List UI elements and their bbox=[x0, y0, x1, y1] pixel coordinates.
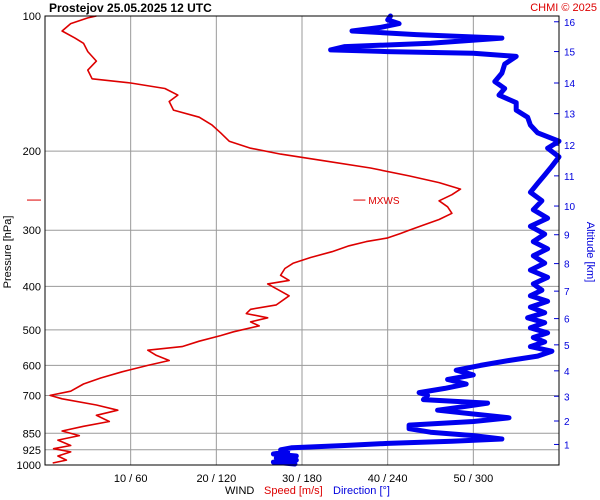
y-axis-label: Pressure [hPa] bbox=[2, 216, 14, 289]
altitude-tick-label: 3 bbox=[564, 392, 570, 403]
pressure-tick-label: 700 bbox=[23, 390, 41, 402]
altitude-tick-label: 1 bbox=[564, 440, 570, 451]
speed-series-line bbox=[49, 15, 462, 464]
x-axis-label-direction: Direction [°] bbox=[333, 485, 390, 497]
altitude-tick-label: 5 bbox=[564, 341, 570, 352]
pressure-tick-label: 925 bbox=[23, 445, 41, 457]
altitude-tick-label: 8 bbox=[564, 260, 570, 271]
altitude-tick-label: 14 bbox=[564, 79, 576, 90]
pressure-tick-label: 500 bbox=[23, 325, 41, 337]
pressure-tick-label: 1000 bbox=[17, 460, 41, 472]
x-tick-label: 40 / 240 bbox=[368, 473, 408, 485]
x-axis-label-wind: WIND bbox=[225, 485, 254, 497]
chart-title: Prostejov 25.05.2025 12 UTC bbox=[49, 1, 212, 15]
altitude-axis-label: Altitude [km] bbox=[584, 222, 596, 283]
plot-frame bbox=[44, 15, 560, 466]
altitude-tick-label: 12 bbox=[564, 141, 576, 152]
altitude-tick-label: 10 bbox=[564, 202, 576, 213]
x-tick-label: 10 / 60 bbox=[114, 473, 148, 485]
altitude-tick-label: 7 bbox=[564, 287, 570, 298]
pressure-tick-label: 400 bbox=[23, 281, 41, 293]
pressure-tick-label: 850 bbox=[23, 428, 41, 440]
altitude-tick-label: 15 bbox=[564, 48, 576, 59]
altitude-tick-label: 16 bbox=[564, 18, 576, 29]
pressure-tick-label: 600 bbox=[23, 360, 41, 372]
direction-series-line bbox=[270, 13, 562, 467]
altitude-tick-label: 11 bbox=[564, 172, 575, 183]
altitude-tick-label: 9 bbox=[564, 231, 570, 242]
mxws-label: MXWS bbox=[368, 196, 399, 207]
credit-label: CHMI © 2025 bbox=[530, 2, 597, 14]
altitude-tick-label: 2 bbox=[564, 417, 570, 428]
pressure-tick-label: 300 bbox=[23, 225, 41, 237]
x-tick-label: 30 / 180 bbox=[282, 473, 322, 485]
series-layer bbox=[49, 13, 562, 467]
x-axis-label-speed: Speed [m/s] bbox=[264, 485, 323, 497]
x-tick-label: 20 / 120 bbox=[196, 473, 236, 485]
pressure-tick-label: 100 bbox=[23, 11, 41, 23]
x-tick-label: 50 / 300 bbox=[453, 473, 493, 485]
pressure-tick-label: 200 bbox=[23, 146, 41, 158]
altitude-tick-label: 6 bbox=[564, 315, 570, 326]
altitude-tick-label: 4 bbox=[564, 367, 570, 378]
altitude-tick-label: 13 bbox=[564, 110, 576, 121]
